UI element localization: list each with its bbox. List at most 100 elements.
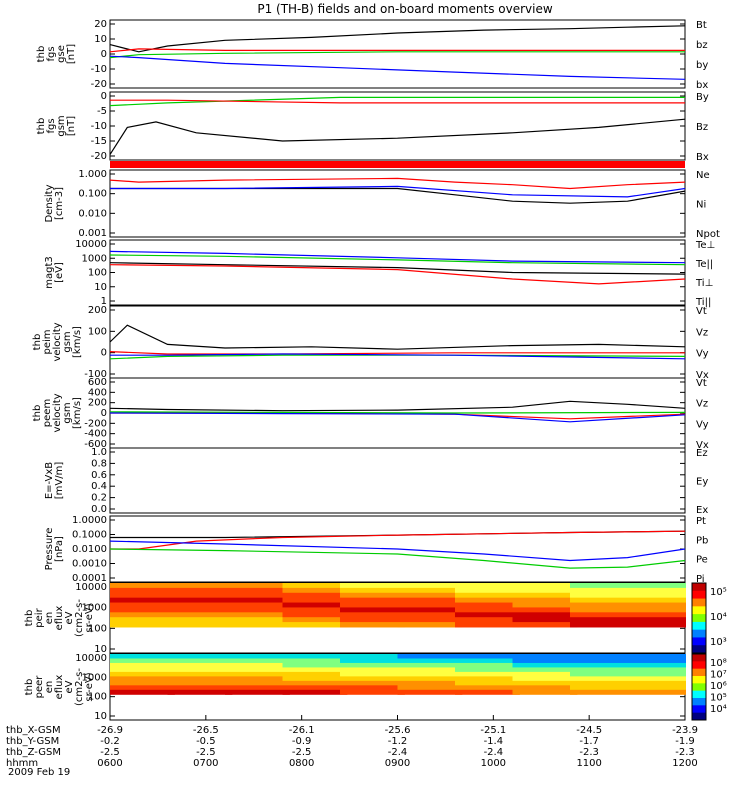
heatmap-cell <box>570 602 686 608</box>
legend-label: Vt <box>696 378 707 389</box>
colorbar-label: 10³ <box>710 637 727 648</box>
heatmap-cell <box>397 689 463 695</box>
y-tick-label: 10 <box>94 644 107 655</box>
x-tick-label: -0.9 <box>292 736 312 747</box>
y-tick-label: 1.000 <box>78 169 107 180</box>
series-line-Vt <box>109 400 686 412</box>
heatmap-cell <box>340 607 405 613</box>
heatmap-cell <box>225 607 290 613</box>
y-tick-label: 0 <box>101 49 107 60</box>
colorbar-label: 10⁶ <box>710 681 727 692</box>
heatmap-cell <box>167 592 233 599</box>
y-tick-label: 0.100 <box>78 189 107 200</box>
heatmap-cell <box>340 597 405 604</box>
x-tick-label: -25.6 <box>385 725 411 736</box>
heatmap-cell <box>167 622 233 628</box>
y-axis-label: en <box>44 612 55 625</box>
heatmap-cell <box>397 602 463 608</box>
x-tick-label: 0800 <box>289 758 314 769</box>
x-tick-label: -2.5 <box>100 747 120 758</box>
y-axis-label: [mV/m] <box>54 462 65 500</box>
legend-label: Bt <box>696 20 707 31</box>
heatmap-cell <box>110 583 175 589</box>
heatmap-cell <box>282 587 348 594</box>
y-tick-label: 0.6 <box>91 470 107 481</box>
legend-label: Ni <box>696 200 706 211</box>
heatmap-cell <box>282 658 348 664</box>
heatmap-cell <box>225 676 290 682</box>
heatmap-cell <box>340 671 405 677</box>
heatmap-cell <box>340 587 405 594</box>
x-tick-label: -0.5 <box>196 736 216 747</box>
y-axis-label: en <box>44 681 55 694</box>
legend-label: Ex <box>696 505 708 516</box>
y-tick-label: 10 <box>94 34 107 45</box>
heatmap-cell <box>110 607 175 613</box>
heatmap-cell <box>512 676 578 682</box>
heatmap-cell <box>512 617 578 623</box>
x-tick-label: -23.9 <box>672 725 698 736</box>
heatmap-cell <box>225 622 290 628</box>
heatmap-cell <box>512 685 578 691</box>
y-axis-label: eV <box>64 680 75 693</box>
heatmap-cell <box>570 612 686 618</box>
y-tick-label: 1 <box>101 296 107 307</box>
y-tick-label: 600 <box>88 377 107 388</box>
heatmap-cell <box>340 685 405 691</box>
heatmap-cell <box>282 689 348 695</box>
y-tick-label: 10000 <box>75 239 107 250</box>
heatmap-cell <box>512 583 578 589</box>
series-line-Te|| <box>109 262 686 275</box>
heatmap-cell <box>110 612 175 618</box>
heatmap-cell <box>455 689 520 695</box>
heatmap-cell <box>225 617 290 623</box>
heatmap-cell <box>397 662 463 668</box>
x-tick-label: -2.5 <box>196 747 216 758</box>
x-row-label: hhmm <box>6 758 38 769</box>
heatmap-cell <box>225 592 290 599</box>
y-tick-label: -100 <box>84 369 107 380</box>
heatmap-cell <box>340 612 405 618</box>
heatmap-cell <box>282 597 348 604</box>
series-line-Bx <box>109 118 686 155</box>
y-tick-label: -5 <box>97 106 107 117</box>
y-tick-label: 0 <box>101 348 107 359</box>
y-tick-label: 0.010 <box>78 208 107 219</box>
heatmap-cell <box>397 597 463 604</box>
legend-label: Te|| <box>695 259 713 270</box>
y-axis-label: gsm <box>56 115 67 136</box>
legend-label: by <box>696 60 708 71</box>
heatmap-cell <box>397 685 463 691</box>
legend-label: Vx <box>696 370 709 381</box>
heatmap-cell <box>570 587 686 594</box>
legend-label: Ey <box>696 477 708 488</box>
heatmap-cell <box>282 667 348 673</box>
heatmap-cell <box>570 658 686 664</box>
heatmap-cell <box>570 685 686 691</box>
heatmap-cell <box>110 658 175 664</box>
y-tick-label: 1.0000 <box>72 515 107 526</box>
heatmap-cell <box>570 607 686 613</box>
series-line-bx <box>109 55 686 80</box>
heatmap-cell <box>167 587 233 594</box>
x-row-label: thb_X-GSM <box>6 725 61 736</box>
y-axis-label: [nT] <box>66 116 77 136</box>
y-tick-label: 0 <box>101 91 107 102</box>
y-axis-label: velocity <box>52 393 63 432</box>
series-line-Pe <box>109 548 686 569</box>
heatmap-cell <box>397 587 463 594</box>
y-tick-label: -200 <box>84 418 107 429</box>
y-axis-label: [km/s] <box>72 397 83 429</box>
y-tick-label: 1000 <box>82 672 107 683</box>
series-line-Te⊥ <box>109 264 686 285</box>
heatmap-cell <box>225 587 290 594</box>
y-tick-label: 400 <box>88 387 107 398</box>
y-axis-label: eflux <box>54 675 65 700</box>
heatmap-cell <box>570 622 686 628</box>
x-tick-label: 1100 <box>576 758 601 769</box>
heatmap-cell <box>455 671 520 677</box>
y-tick-label: 0 <box>101 408 107 419</box>
y-axis-label: peim <box>42 329 53 354</box>
heatmap-cell <box>512 671 578 677</box>
heatmap-cell <box>340 654 405 659</box>
